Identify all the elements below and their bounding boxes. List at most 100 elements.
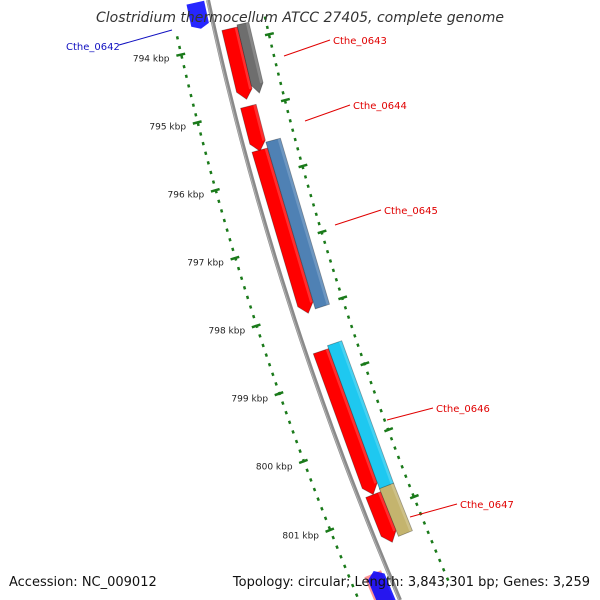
scale-dot-right — [323, 240, 327, 245]
scale-dot-left — [182, 64, 186, 69]
scale-dot-right — [407, 483, 412, 488]
scale-dot-left — [339, 554, 343, 559]
cds-cthe-0645-highlight — [264, 148, 313, 303]
scale-dot-right — [317, 221, 321, 226]
feature-cthe-0647-khaki-highlight — [390, 483, 413, 532]
cds-cthe-0643 — [221, 26, 253, 100]
scale-dot-left — [354, 593, 359, 598]
major-tick-right — [338, 295, 348, 301]
scale-dot-right — [353, 333, 357, 338]
scale-dot-right — [296, 147, 300, 151]
scale-label: 801 kbp — [282, 531, 319, 541]
scale-dot-left — [204, 151, 208, 156]
scale-dot-left — [312, 487, 317, 492]
scale-dot-right — [415, 502, 419, 507]
feature-cthe-0646-cyan — [326, 340, 395, 491]
scale-dot-left — [225, 228, 229, 233]
scale-dot-right — [281, 91, 285, 95]
scale-label: 795 kbp — [149, 122, 186, 132]
scale-dot-left — [194, 112, 198, 117]
gene-label: Cthe_0644 — [353, 101, 407, 112]
scale-dot-left — [287, 420, 292, 425]
scale-dot-right — [309, 193, 313, 198]
scale-dot-left — [191, 103, 195, 107]
scale-dot-left — [239, 276, 244, 281]
gene-label: Cthe_0645 — [384, 206, 438, 217]
scale-dot-left — [335, 545, 339, 550]
scale-dot-left — [206, 161, 210, 165]
major-tick-right — [280, 97, 291, 103]
gene-label-leader — [386, 407, 434, 421]
feature-cthe-0645-blue — [265, 137, 330, 310]
scale-dot-right — [276, 72, 280, 76]
major-tick-left — [192, 120, 202, 125]
scale-dot-left — [274, 381, 278, 386]
scale-dot-right — [422, 521, 427, 525]
scale-dot-right — [265, 25, 269, 30]
cds-cthe-0642 — [186, 0, 209, 29]
scale-dot-left — [219, 209, 224, 213]
scale-dot-right — [303, 175, 308, 179]
feature-cthe-0643-gray-highlight — [245, 22, 263, 84]
scale-dot-right — [306, 184, 310, 189]
scale-dot-right — [286, 109, 290, 114]
scale-dot-left — [305, 468, 309, 473]
major-tick-left — [325, 527, 335, 533]
label-layer: 794 kbp 795 kbp 796 kbp 797 kbp 798 kbp 799 k… — [66, 29, 514, 541]
scale-dot-right — [445, 577, 450, 582]
scale-dot-right — [382, 418, 387, 422]
feature-cthe-0647-khaki — [378, 482, 413, 537]
feature-track — [186, 0, 413, 600]
scale-dot-left — [258, 333, 262, 338]
scale-dot-left — [294, 439, 299, 444]
scale-dot-right — [356, 343, 360, 348]
scale-dot-left — [199, 132, 203, 136]
scale-dot-left — [252, 314, 256, 319]
scale-dot-right — [331, 268, 336, 273]
scale-label: 796 kbp — [168, 190, 205, 200]
gene-label: Cthe_0643 — [333, 36, 387, 47]
scale-dot-left — [248, 305, 253, 309]
major-tick-right — [409, 493, 419, 500]
scale-dot-left — [201, 141, 205, 146]
genome-summary-text: Topology: circular; Length: 3,843,301 bp… — [232, 575, 590, 590]
major-tick-left — [210, 187, 220, 193]
scale-dot-right — [437, 558, 442, 563]
scale-dot-right — [334, 277, 339, 282]
scale-dot-left — [323, 516, 328, 521]
backbone-layer — [206, 0, 402, 600]
major-tick-left — [251, 323, 261, 329]
scale-dot-right — [293, 137, 297, 142]
scale-dot-right — [337, 287, 342, 291]
scale-dot-right — [279, 81, 283, 86]
scale-label: 799 kbp — [231, 394, 268, 404]
scale-dot-right — [263, 16, 267, 20]
scale-dot-left — [184, 74, 188, 79]
scale-dot-left — [178, 45, 182, 50]
major-tick-left — [274, 391, 284, 397]
scale-dot-right — [343, 305, 348, 310]
scale-dot-right — [359, 352, 363, 357]
scale-dot-left — [271, 372, 275, 377]
scale-dot-left — [350, 583, 355, 588]
cds-cthe-0644-highlight — [253, 104, 266, 141]
gene-label: Cthe_0642 — [66, 42, 120, 53]
scale-dot-right — [288, 119, 292, 123]
scale-label: 800 kbp — [256, 462, 293, 472]
cds-cthe-0647-highlight — [377, 491, 397, 532]
scale-dot-right — [430, 539, 434, 544]
scale-dot-left — [331, 535, 335, 540]
scale-dot-right — [272, 53, 276, 58]
gene-label: Cthe_0647 — [460, 500, 514, 511]
scale-dot-right — [389, 436, 394, 441]
scale-dot-right — [314, 212, 318, 217]
scale-dot-left — [242, 285, 247, 290]
major-tick-left — [230, 255, 240, 261]
cds-cthe-0645 — [251, 147, 314, 314]
feature-cthe-0646-cyan-highlight — [338, 340, 394, 486]
scale-dot-left — [180, 55, 184, 59]
major-tick-left — [176, 52, 186, 57]
scale-label: 794 kbp — [133, 54, 170, 64]
